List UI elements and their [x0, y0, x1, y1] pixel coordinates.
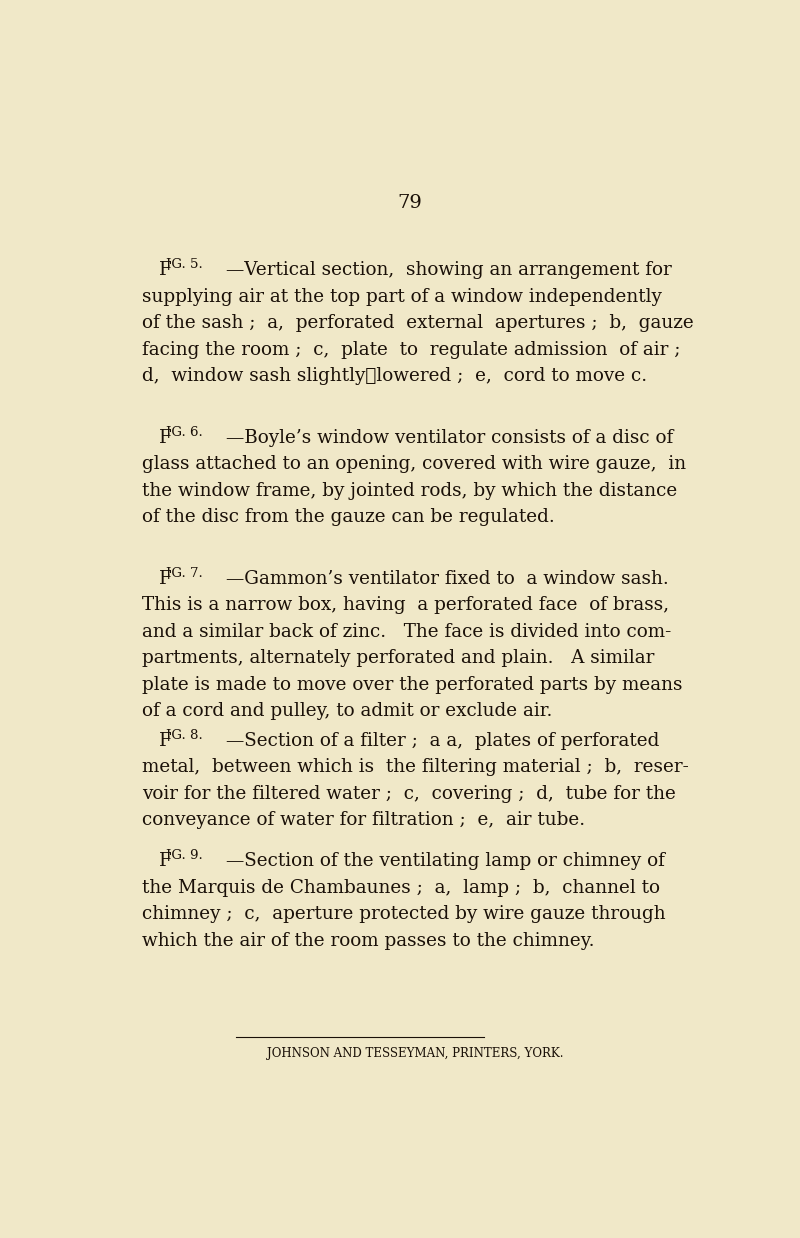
Text: This is a narrow box, having  a perforated face  of brass,: This is a narrow box, having a perforate… — [142, 597, 670, 614]
Text: IG. 9.: IG. 9. — [166, 849, 203, 863]
Text: voir for the filtered water ;  c,  covering ;  d,  tube for the: voir for the filtered water ; c, coverin… — [142, 785, 676, 803]
Text: glass attached to an opening, covered with wire gauze,  in: glass attached to an opening, covered wi… — [142, 456, 686, 473]
Text: chimney ;  c,  aperture protected by wire gauze through: chimney ; c, aperture protected by wire … — [142, 905, 666, 924]
Text: —Section of the ventilating lamp or chimney of: —Section of the ventilating lamp or chim… — [226, 852, 665, 870]
Text: IG. 7.: IG. 7. — [166, 567, 203, 581]
Text: of the sash ;  a,  perforated  external  apertures ;  b,  gauze: of the sash ; a, perforated external ape… — [142, 314, 694, 332]
Text: F: F — [159, 852, 172, 870]
Text: IG. 8.: IG. 8. — [166, 729, 203, 743]
Text: facing the room ;  c,  plate  to  regulate admission  of air ;: facing the room ; c, plate to regulate a… — [142, 340, 681, 359]
Text: F: F — [159, 261, 172, 279]
Text: —Vertical section,  showing an arrangement for: —Vertical section, showing an arrangemen… — [226, 261, 672, 279]
Text: —Boyle’s window ventilator consists of a disc of: —Boyle’s window ventilator consists of a… — [226, 428, 673, 447]
Text: the Marquis de Chambaunes ;  a,  lamp ;  b,  channel to: the Marquis de Chambaunes ; a, lamp ; b,… — [142, 879, 660, 896]
Text: 79: 79 — [398, 194, 422, 212]
Text: F: F — [159, 732, 172, 750]
Text: of the disc from the gauze can be regulated.: of the disc from the gauze can be regula… — [142, 509, 555, 526]
Text: —Gammon’s ventilator fixed to  a window sash.: —Gammon’s ventilator fixed to a window s… — [226, 569, 669, 588]
Text: which the air of the room passes to the chimney.: which the air of the room passes to the … — [142, 931, 594, 950]
Text: F: F — [159, 569, 172, 588]
Text: —Section of a filter ;  a a,  plates of perforated: —Section of a filter ; a a, plates of pe… — [226, 732, 659, 750]
Text: IG. 6.: IG. 6. — [166, 426, 203, 439]
Text: partments, alternately perforated and plain.   A similar: partments, alternately perforated and pl… — [142, 650, 654, 667]
Text: the window frame, by jointed rods, by which the distance: the window frame, by jointed rods, by wh… — [142, 482, 678, 500]
Text: IG. 5.: IG. 5. — [166, 259, 203, 271]
Text: supplying air at the top part of a window independently: supplying air at the top part of a windo… — [142, 287, 662, 306]
Text: d,  window sash slightly‧lowered ;  e,  cord to move c.: d, window sash slightly‧lowered ; e, cor… — [142, 366, 647, 385]
Text: metal,  between which is  the filtering material ;  b,  reser-: metal, between which is the filtering ma… — [142, 759, 689, 776]
Text: of a cord and pulley, to admit or exclude air.: of a cord and pulley, to admit or exclud… — [142, 702, 553, 721]
Text: and a similar back of zinc.   The face is divided into com-: and a similar back of zinc. The face is … — [142, 623, 671, 641]
Text: F: F — [159, 428, 172, 447]
Text: JOHNSON AND TESSEYMAN, PRINTERS, YORK.: JOHNSON AND TESSEYMAN, PRINTERS, YORK. — [267, 1046, 564, 1060]
Text: plate is made to move over the perforated parts by means: plate is made to move over the perforate… — [142, 676, 682, 695]
Text: conveyance of water for filtration ;  e,  air tube.: conveyance of water for filtration ; e, … — [142, 811, 586, 829]
